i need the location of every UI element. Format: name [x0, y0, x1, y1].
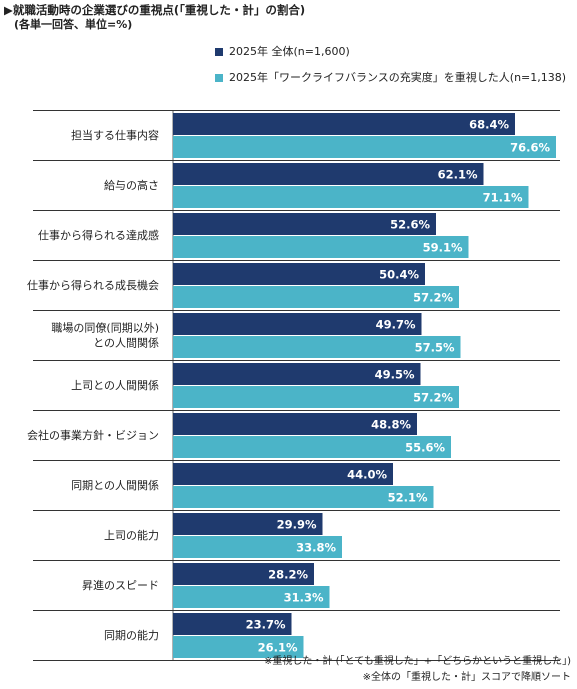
- category-label: 昇進のスピード: [82, 579, 159, 592]
- bar-series-2: [173, 536, 342, 558]
- bar-series-1: [173, 613, 292, 635]
- bar-series-2: [173, 186, 529, 208]
- bar-series-2: [173, 386, 459, 408]
- bar-series-2: [173, 286, 459, 308]
- legend-swatch-series-2: [215, 73, 223, 82]
- data-label-series-2: 33.8%: [296, 541, 336, 555]
- chart-title: ▶就職活動時の企業選びの重視点(「重視した・計」の割合): [4, 3, 306, 17]
- data-label-series-1: 49.7%: [376, 318, 416, 332]
- category-label: 上司の能力: [104, 528, 159, 542]
- data-label-series-2: 57.2%: [413, 291, 453, 305]
- data-label-series-2: 71.1%: [483, 191, 523, 205]
- bar-series-2: [173, 136, 556, 158]
- data-label-series-1: 68.4%: [469, 118, 509, 132]
- data-label-series-2: 57.5%: [415, 341, 455, 355]
- data-label-series-2: 26.1%: [258, 641, 298, 655]
- data-label-series-1: 28.2%: [268, 568, 308, 582]
- category-label: 会社の事業方針・ビジョン: [27, 428, 159, 442]
- data-label-series-1: 48.8%: [371, 418, 411, 432]
- footnote-1: ※重視した・計 (「とても重視した」+「どちらかというと重視した」): [264, 656, 571, 667]
- bar-series-1: [173, 263, 425, 285]
- data-label-series-2: 76.6%: [510, 141, 550, 155]
- chart-subtitle: (各単一回答、単位=%): [14, 18, 133, 31]
- bar-series-1: [173, 113, 515, 135]
- legend-item-series-1: 2025年 全体(n=1,600): [215, 45, 350, 58]
- data-label-series-1: 44.0%: [347, 468, 387, 482]
- bar-series-1: [173, 213, 436, 235]
- data-label-series-1: 62.1%: [438, 168, 478, 182]
- category-label: 給与の高さ: [104, 178, 159, 192]
- legend-item-series-2: 2025年「ワークライフバランスの充実度」を重視した人(n=1,138): [215, 71, 566, 84]
- bar-series-2: [173, 236, 469, 258]
- category-label: 同期との人間関係: [71, 479, 159, 492]
- data-label-series-2: 52.1%: [388, 491, 428, 505]
- data-label-series-2: 31.3%: [284, 591, 324, 605]
- data-label-series-1: 29.9%: [277, 518, 317, 532]
- data-label-series-1: 52.6%: [390, 218, 430, 232]
- data-label-series-1: 23.7%: [246, 618, 286, 632]
- data-label-series-1: 49.5%: [375, 368, 415, 382]
- category-label: との人間関係: [93, 337, 159, 350]
- category-label: 仕事から得られる達成感: [38, 229, 159, 242]
- data-label-series-2: 57.2%: [413, 391, 453, 405]
- footnote-2: ※全体の「重視した・計」スコアで降順ソート: [362, 672, 571, 683]
- bar-series-1: [173, 413, 417, 435]
- bar-series-1: [173, 463, 393, 485]
- bar-series-1: [173, 313, 422, 335]
- category-label: 上司との人間関係: [71, 379, 159, 392]
- legend-label-series-2: 2025年「ワークライフバランスの充実度」を重視した人(n=1,138): [229, 71, 567, 84]
- bar-series-2: [173, 436, 451, 458]
- bar-series-1: [173, 163, 484, 185]
- category-label: 仕事から得られる成長機会: [27, 278, 159, 292]
- legend-swatch-series-1: [215, 47, 223, 56]
- bar-series-2: [173, 486, 434, 508]
- bar-series-1: [173, 363, 421, 385]
- category-label: 同期の能力: [104, 628, 159, 642]
- bar-series-1: [173, 513, 323, 535]
- data-label-series-2: 59.1%: [423, 241, 463, 255]
- data-label-series-1: 50.4%: [379, 268, 419, 282]
- legend-label-series-1: 2025年 全体(n=1,600): [229, 45, 350, 58]
- bar-series-2: [173, 336, 461, 358]
- bar-series-2: [173, 636, 304, 658]
- data-label-series-2: 55.6%: [405, 441, 445, 455]
- bar-series-2: [173, 586, 330, 608]
- category-label: 職場の同僚(同期以外): [51, 322, 159, 335]
- bar-series-1: [173, 563, 314, 585]
- category-label: 担当する仕事内容: [71, 128, 159, 142]
